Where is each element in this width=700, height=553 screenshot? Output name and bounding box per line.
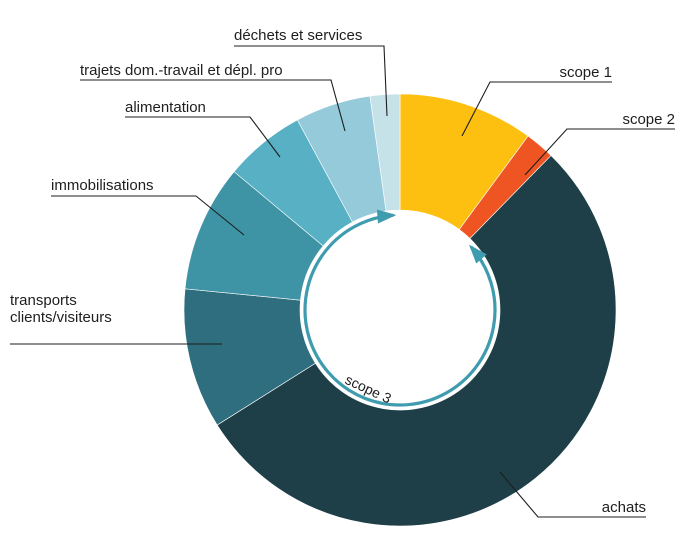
leader-line: [80, 79, 346, 132]
slice-label: transports clients/visiteurs: [10, 292, 112, 326]
donut-slices: [183, 93, 617, 527]
slice-label: alimentation: [125, 99, 206, 116]
leader-line: [51, 195, 245, 236]
scope3-arc: [303, 213, 497, 407]
slice-label: trajets dom.-travail et dépl. pro: [80, 62, 283, 79]
scope3-arrowhead-end: [376, 209, 397, 224]
slice-d-chets-et-services: [369, 93, 401, 212]
slice-label: déchets et services: [234, 27, 362, 44]
leader-line: [524, 128, 675, 176]
leader-line: [125, 116, 281, 158]
slice-labels: scope 1 scope 2 achats transports clients/vi…: [10, 27, 675, 518]
leader-line: [499, 471, 646, 518]
slice-label: immobilisations: [51, 177, 154, 194]
scope3-indicator: scope 3: [303, 209, 497, 407]
leader-line: [461, 81, 612, 137]
leader-line: [234, 45, 388, 117]
slice-achats: [216, 155, 617, 527]
slice-label: scope 1: [559, 64, 612, 81]
scope3-arrowhead-start: [469, 244, 487, 264]
slice-label: scope 2: [622, 111, 675, 128]
slice-label: achats: [602, 499, 646, 516]
